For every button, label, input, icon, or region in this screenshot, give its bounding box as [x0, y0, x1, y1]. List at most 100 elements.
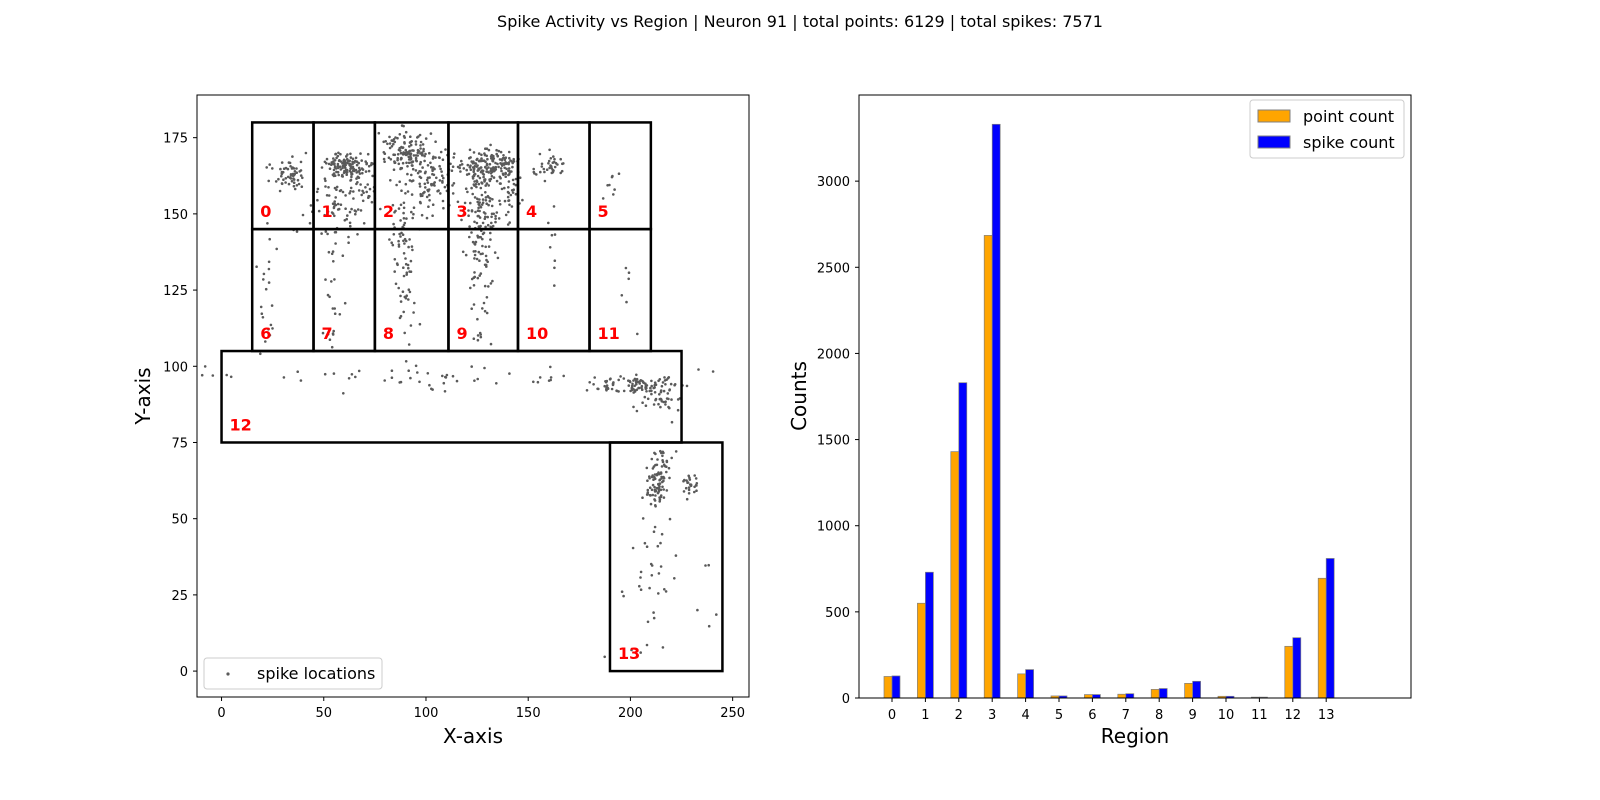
spike-point	[473, 220, 476, 224]
spike-point	[470, 209, 474, 212]
spike-point	[509, 193, 513, 197]
spike-point	[301, 176, 304, 180]
spike-point	[365, 190, 369, 194]
spike-point	[418, 322, 422, 326]
spike-point	[512, 160, 516, 163]
spike-point	[484, 225, 487, 229]
spike-point	[648, 475, 651, 478]
count-tick-label: 0	[842, 692, 850, 707]
spike-point	[464, 253, 468, 257]
spike-point	[505, 162, 508, 166]
spike-point	[492, 176, 496, 179]
spike-point	[631, 546, 635, 550]
spike-point	[652, 530, 656, 533]
spike-point	[504, 175, 508, 178]
region-label-6: 6	[260, 324, 271, 343]
spike-point	[301, 213, 305, 217]
spike-point	[670, 398, 673, 401]
bar-spike-count-9	[1192, 680, 1201, 699]
spike-point	[401, 161, 405, 165]
bar-point-count-7	[1117, 693, 1127, 699]
spike-point	[506, 223, 510, 226]
spike-point	[496, 154, 500, 158]
spike-point	[504, 213, 508, 217]
spike-point	[631, 382, 634, 386]
spike-point	[389, 179, 392, 182]
spike-point	[410, 173, 413, 177]
spike-point	[416, 154, 420, 157]
spike-point	[665, 459, 669, 463]
spike-point	[644, 404, 648, 408]
spike-point	[344, 194, 347, 197]
region-tick-label: 10	[1218, 708, 1235, 723]
spike-point	[471, 240, 475, 244]
spike-point	[443, 185, 447, 189]
spike-point	[349, 152, 352, 156]
spike-point	[441, 374, 444, 378]
spike-point	[268, 237, 272, 241]
spike-point	[261, 316, 265, 319]
spike-point	[514, 177, 518, 181]
spike-point	[333, 200, 337, 203]
spike-point	[613, 188, 616, 191]
spike-point	[662, 496, 666, 499]
spike-point	[479, 186, 483, 190]
spike-point	[641, 401, 644, 405]
spike-point	[493, 251, 497, 254]
spike-point	[489, 143, 492, 147]
spike-point	[657, 379, 660, 383]
spike-point	[552, 155, 555, 158]
spike-point	[356, 208, 360, 211]
legend-swatch-point-count	[1257, 109, 1291, 123]
spike-point	[483, 309, 487, 313]
bar-spike-count-0	[891, 675, 901, 699]
spike-point	[510, 205, 514, 208]
bar-point-count-2	[950, 451, 960, 699]
region-tick-label: 6	[1088, 708, 1096, 723]
spike-point	[364, 186, 367, 189]
spike-point	[317, 209, 321, 213]
spike-point	[495, 382, 498, 385]
bar-spike-count-3	[991, 123, 1001, 699]
spike-point	[488, 199, 492, 203]
spike-point	[477, 182, 481, 186]
spike-point	[428, 383, 431, 387]
spike-point	[479, 252, 483, 256]
spike-point	[403, 221, 407, 225]
spike-point	[336, 162, 340, 166]
spike-point	[326, 210, 330, 213]
spike-point	[345, 217, 349, 221]
spike-point	[397, 286, 401, 290]
spike-point	[624, 266, 628, 270]
spike-point	[682, 479, 685, 483]
spike-point	[552, 205, 556, 208]
spike-point	[506, 195, 510, 199]
region-tick-label: 5	[1055, 708, 1063, 723]
spike-point	[663, 588, 666, 591]
spike-point	[339, 152, 342, 156]
spike-point	[359, 152, 362, 155]
spike-point	[428, 199, 431, 202]
spike-point	[284, 181, 287, 184]
spike-point	[468, 156, 471, 160]
spike-point	[444, 375, 447, 379]
spike-point	[394, 282, 398, 286]
spike-point	[398, 381, 402, 384]
region-box-13	[608, 441, 724, 673]
spike-point	[324, 278, 327, 281]
spike-point	[470, 365, 474, 368]
spike-point	[274, 180, 278, 183]
spike-point	[547, 159, 551, 163]
spike-point	[622, 389, 626, 393]
spike-point	[357, 176, 361, 179]
spike-point	[660, 532, 664, 536]
spike-point	[255, 265, 258, 269]
spike-point	[608, 183, 611, 187]
spike-point	[646, 397, 650, 401]
spike-point	[451, 165, 455, 168]
spike-point	[435, 176, 438, 180]
spike-point	[267, 267, 271, 271]
spike-point	[486, 223, 490, 227]
spike-point	[482, 175, 485, 179]
spike-point	[667, 376, 671, 379]
